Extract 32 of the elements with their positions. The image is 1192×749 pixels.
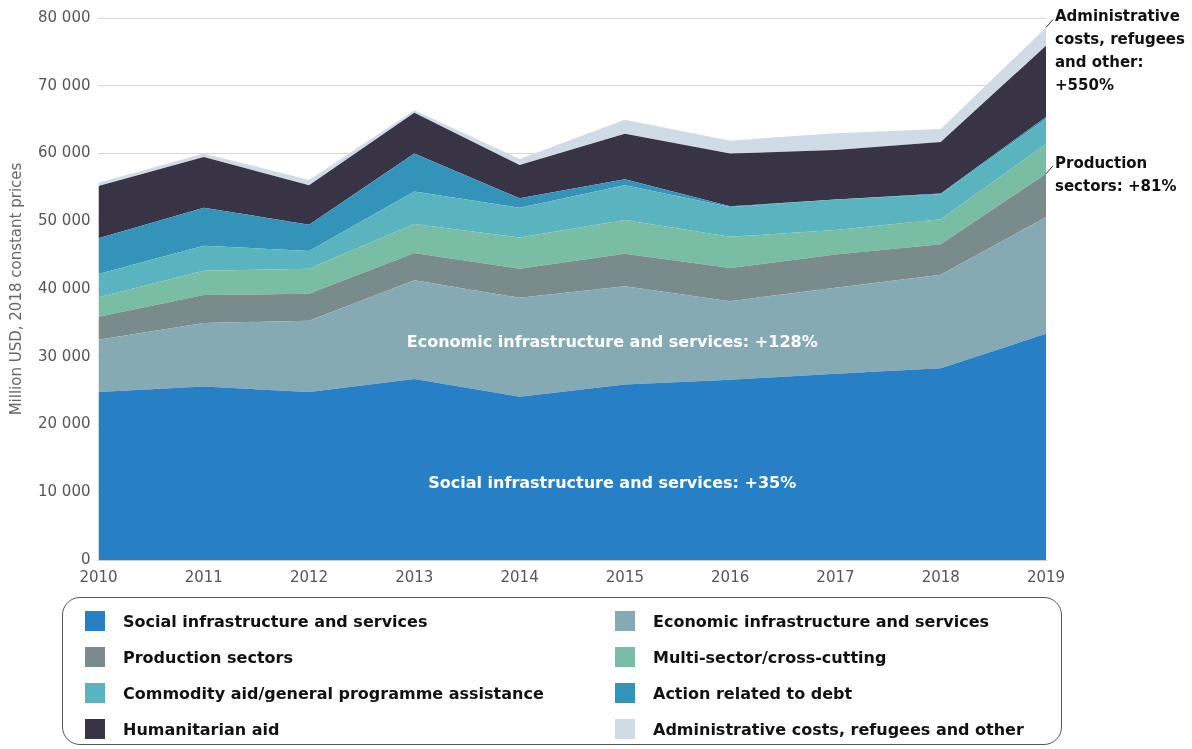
annotation: Production sectors: +81% [1055,153,1177,195]
annotation: Administrative costs, refugees and other: +550% [1055,7,1185,95]
x-tick-label: 2014 [500,567,539,586]
y-tick-label: 30 000 [37,346,91,365]
annotation: Social infrastructure and services: +35% [428,473,797,493]
legend-label: Social infrastructure and services [123,611,428,631]
x-tick-label: 2017 [816,567,855,586]
y-tick-label: 80 000 [37,7,91,26]
y-tick-label: 0 [80,549,91,568]
x-tick-label: 2013 [395,567,434,586]
y-tick-label: 50 000 [37,211,91,230]
legend-label: Action related to debt [653,683,853,703]
x-tick-label: 2019 [1026,567,1066,586]
y-tick-label: 20 000 [37,414,91,433]
x-tick-label: 2015 [605,567,644,586]
annotation: Economic infrastructure and services: +128% [406,332,818,352]
x-tick-label: 2011 [184,567,223,586]
legend-label: Commodity aid/general programme assistance [123,683,544,703]
legend-label: Administrative costs, refugees and other [653,719,1024,739]
y-tick-label: 40 000 [37,278,91,297]
y-tick-label: 70 000 [37,75,91,94]
y-axis-title: Million USD, 2018 constant prices [6,162,25,416]
y-tick-label: 10 000 [37,482,91,501]
legend-label: Economic infrastructure and services [653,611,990,631]
legend-label: Production sectors [123,647,293,667]
legend-label: Multi-sector/cross-cutting [653,647,887,667]
x-tick-label: 2018 [921,567,960,586]
y-tick-label: 60 000 [37,143,91,162]
x-tick-label: 2012 [289,567,329,586]
x-tick-label: 2016 [711,567,750,586]
legend-label: Humanitarian aid [123,719,280,739]
x-tick-label: 2010 [79,567,118,586]
